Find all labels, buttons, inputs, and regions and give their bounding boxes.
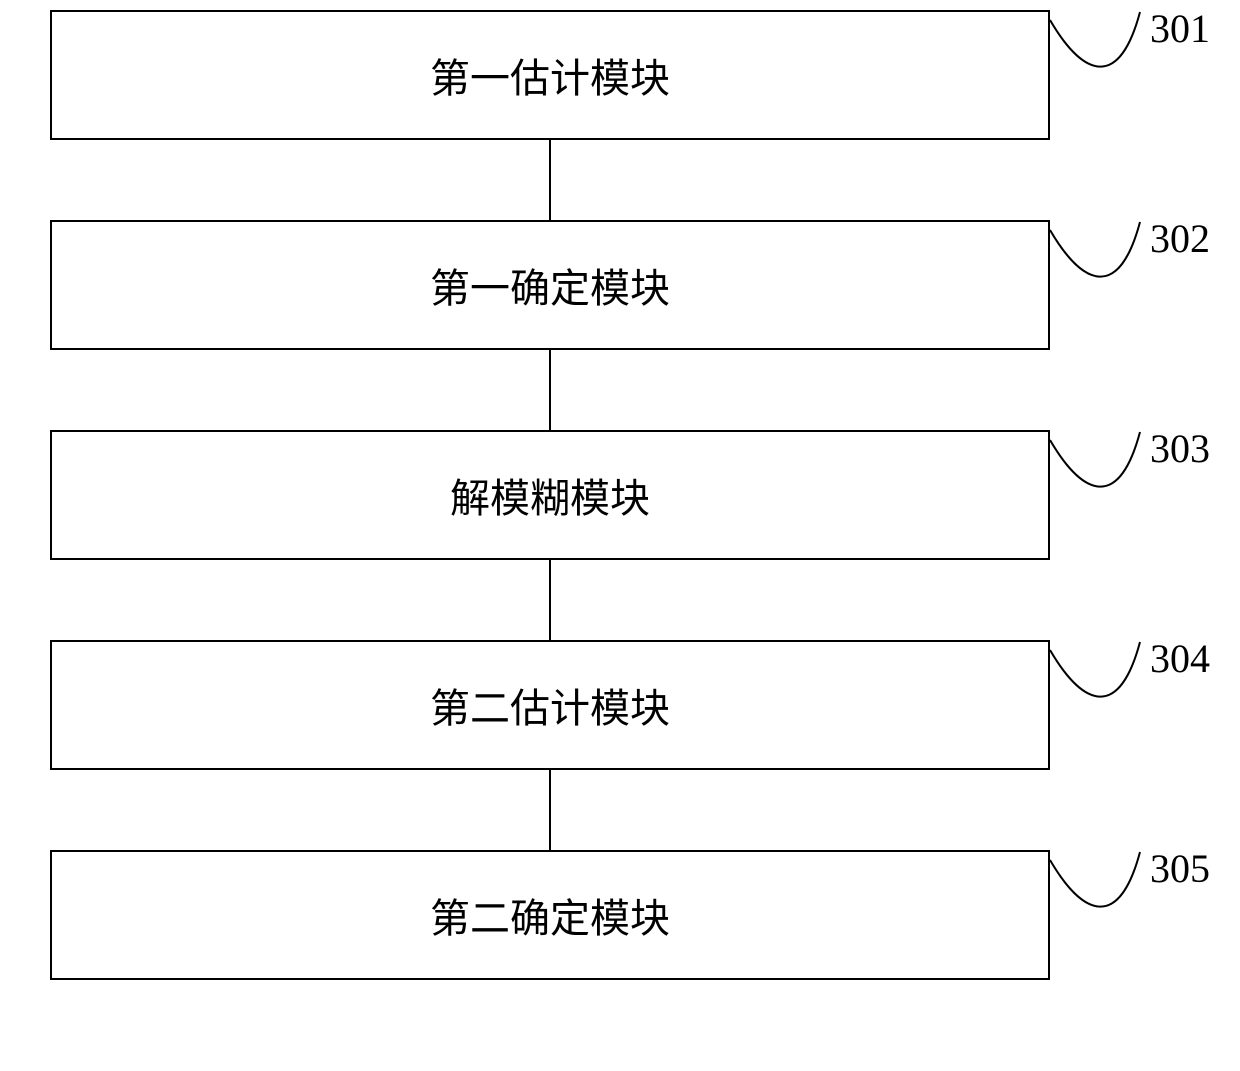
flowchart-node-label: 解模糊模块 bbox=[450, 466, 650, 524]
callout-curve bbox=[1050, 222, 1140, 277]
callout-label: 305 bbox=[1150, 845, 1210, 892]
diagram-stage: 第一估计模块 301 第一确定模块 302 解模糊模块 303 第二估计模块 304 第二确定模… bbox=[0, 0, 1240, 1071]
flowchart-node: 第二估计模块 bbox=[50, 640, 1050, 770]
flowchart-node: 第一估计模块 bbox=[50, 10, 1050, 140]
callout-curve bbox=[1050, 642, 1140, 697]
callout-label: 301 bbox=[1150, 5, 1210, 52]
flowchart-node-label: 第一估计模块 bbox=[430, 46, 670, 104]
flowchart-node-label: 第二确定模块 bbox=[430, 886, 670, 944]
flowchart-node: 解模糊模块 bbox=[50, 430, 1050, 560]
flowchart-node-label: 第一确定模块 bbox=[430, 256, 670, 314]
callout-curve bbox=[1050, 12, 1140, 67]
flowchart-node: 第二确定模块 bbox=[50, 850, 1050, 980]
callout-label: 304 bbox=[1150, 635, 1210, 682]
callout-label: 303 bbox=[1150, 425, 1210, 472]
flowchart-node-label: 第二估计模块 bbox=[430, 676, 670, 734]
callout-curve bbox=[1050, 432, 1140, 487]
callout-curve bbox=[1050, 852, 1140, 907]
callout-label: 302 bbox=[1150, 215, 1210, 262]
flowchart-node: 第一确定模块 bbox=[50, 220, 1050, 350]
